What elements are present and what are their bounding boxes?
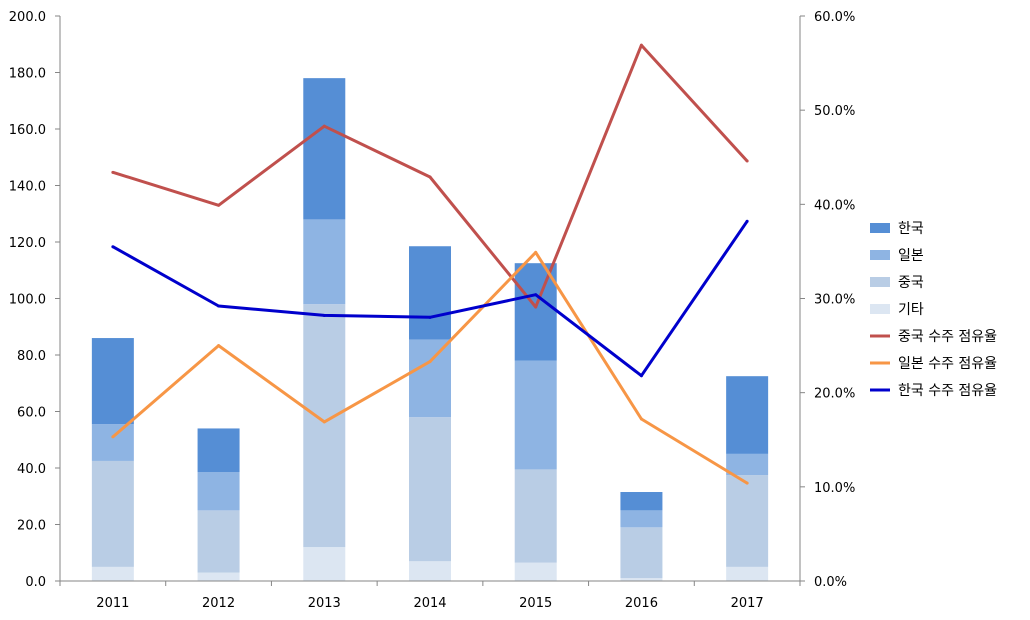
bar-한국-2015 [514,263,557,361]
legend-label: 한국 [898,221,924,237]
point-중국-수주-점유율-2015 [534,305,538,309]
point-한국-수주-점유율-2017 [745,219,749,223]
bar-기타-2016 [620,578,663,581]
right-tick-label: 0.0% [814,575,847,590]
bar-한국-2017 [726,376,769,454]
point-일본-수주-점유율-2012 [217,344,221,348]
legend-label: 기타 [898,302,924,318]
x-tick-label: 2012 [202,596,235,611]
right-tick-label: 10.0% [814,481,855,496]
bar-기타-2015 [514,562,557,581]
bar-중국-2015 [514,469,557,563]
bar-일본-2014 [409,339,451,418]
point-중국-수주-점유율-2017 [745,159,749,163]
bar-일본-2016 [620,510,663,528]
point-중국-수주-점유율-2012 [217,203,221,207]
legend-label: 일본 수주 점유율 [898,356,997,372]
x-tick-label: 2013 [308,596,341,611]
point-일본-수주-점유율-2014 [428,360,432,364]
x-tick-label: 2015 [519,596,552,611]
legend-swatch-중국 [870,277,890,287]
legend-label: 중국 [898,275,924,291]
point-한국-수주-점유율-2014 [428,315,432,319]
left-tick-label: 120.0 [9,236,46,251]
point-일본-수주-점유율-2011 [111,435,115,439]
bar-한국-2012 [197,428,240,473]
left-tick-label: 100.0 [9,293,46,308]
right-tick-label: 20.0% [814,387,855,402]
x-tick-label: 2017 [731,596,764,611]
legend-label: 중국 수주 점유율 [898,329,997,345]
point-중국-수주-점유율-2013 [322,124,326,128]
point-한국-수주-점유율-2011 [111,245,115,249]
bar-중국-2016 [620,527,663,579]
legend-swatch-한국 [870,223,890,233]
bar-중국-2012 [197,510,240,573]
bar-한국-2016 [620,492,663,511]
point-한국-수주-점유율-2016 [639,374,643,378]
legend-swatch-기타 [870,304,890,314]
right-tick-label: 30.0% [814,293,855,308]
x-tick-label: 2014 [413,596,446,611]
point-중국-수주-점유율-2014 [428,175,432,179]
legend-label: 일본 [898,248,924,264]
point-한국-수주-점유율-2013 [322,313,326,317]
left-tick-label: 140.0 [9,180,46,195]
point-중국-수주-점유율-2011 [111,170,115,174]
right-tick-label: 60.0% [814,10,855,25]
line-layer [111,43,749,485]
point-일본-수주-점유율-2016 [639,417,643,421]
point-일본-수주-점유율-2015 [534,250,538,254]
bar-일본-2012 [197,472,240,511]
bar-기타-2011 [91,566,134,581]
bar-기타-2012 [197,572,240,581]
x-tick-label: 2016 [625,596,658,611]
point-한국-수주-점유율-2012 [217,304,221,308]
x-tick-label: 2011 [96,596,129,611]
left-tick-label: 80.0 [17,349,46,364]
left-tick-label: 0.0 [25,575,46,590]
point-중국-수주-점유율-2016 [639,43,643,47]
bar-중국-2014 [409,417,451,562]
legend-swatch-일본 [870,250,890,260]
left-tick-label: 180.0 [9,67,46,82]
bar-중국-2011 [91,460,134,567]
point-일본-수주-점유율-2013 [322,420,326,424]
left-tick-label: 200.0 [9,10,46,25]
right-tick-label: 50.0% [814,104,855,119]
bar-중국-2017 [726,475,769,567]
bar-일본-2017 [726,453,769,476]
bar-한국-2014 [409,246,451,340]
axes-layer: 0.0 20.0 40.0 60.0 80.0 100.0 120.0 140.0 160.0 1… [9,10,856,611]
bar-일본-2015 [514,360,557,470]
bar-일본-2013 [303,219,346,305]
left-tick-label: 40.0 [17,462,46,477]
bar-기타-2017 [726,566,769,581]
bar-layer [91,78,769,581]
left-tick-label: 20.0 [17,519,46,534]
left-tick-label: 60.0 [17,406,46,421]
bar-일본-2011 [91,424,134,461]
bar-한국-2011 [91,338,134,425]
legend-label: 한국 수주 점유율 [898,383,997,399]
left-tick-label: 160.0 [9,123,46,138]
bar-기타-2014 [409,561,451,581]
bar-중국-2013 [303,304,346,548]
right-tick-label: 40.0% [814,198,855,213]
point-일본-수주-점유율-2017 [745,481,749,485]
bar-기타-2013 [303,547,346,581]
bar-한국-2013 [303,78,346,220]
point-한국-수주-점유율-2015 [534,293,538,297]
